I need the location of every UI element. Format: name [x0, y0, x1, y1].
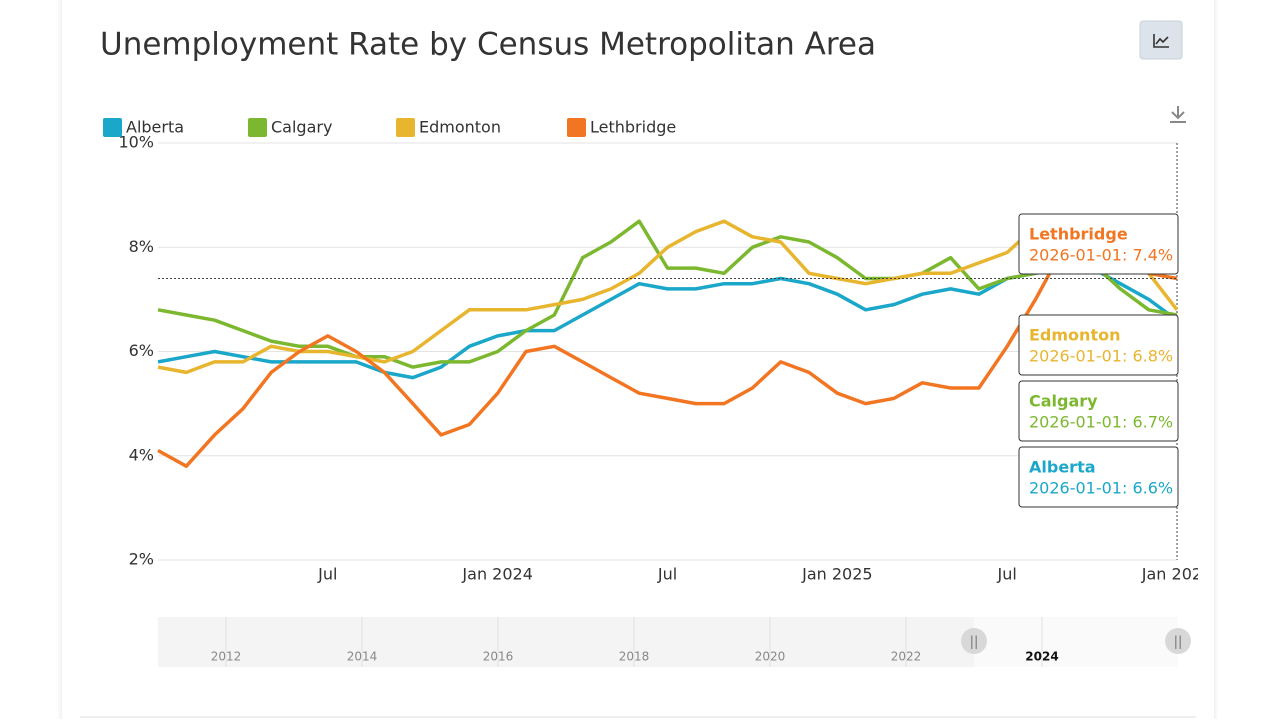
plot: 2% 4% 6% 8% 10% Jul Jan 2024 Jul Jan 2025 Jul Jan …: [118, 133, 1212, 584]
navigator-handle-grip: ||: [970, 635, 979, 650]
navigator-label: 2018: [619, 650, 650, 664]
y-tick-label: 4%: [129, 445, 154, 464]
legend-label: Alberta: [126, 118, 184, 137]
navigator-label: 2014: [347, 650, 378, 664]
tooltip-title: Lethbridge: [1029, 225, 1128, 244]
navigator-label: 2022: [891, 650, 922, 664]
legend-swatch: [248, 118, 267, 137]
legend-swatch: [567, 118, 586, 137]
legend-swatch: [396, 118, 415, 137]
x-tick-label: Jul: [997, 565, 1017, 584]
x-tick-label: Jan 2026: [1141, 565, 1212, 584]
tooltip-text: 2026-01-01: 7.4%: [1029, 246, 1173, 265]
tooltip-title: Edmonton: [1029, 326, 1120, 345]
tooltip-text: 2026-01-01: 6.7%: [1029, 413, 1173, 432]
series-line: [157, 235, 1178, 468]
navigator-handle[interactable]: [1165, 628, 1191, 654]
tooltip-title: Alberta: [1029, 458, 1096, 477]
tooltip-text: 2026-01-01: 6.6%: [1029, 479, 1173, 498]
tooltip-box: [1018, 380, 1179, 442]
navigator-label: 2024: [1025, 650, 1058, 664]
navigator-label: 2012: [211, 650, 242, 664]
legend-label: Lethbridge: [590, 118, 676, 137]
x-tick-label: Jan 2025: [801, 565, 872, 584]
legend-label: Edmonton: [419, 118, 501, 137]
download-button[interactable]: [1170, 106, 1186, 123]
tooltip-text: 2026-01-01: 6.8%: [1029, 347, 1173, 366]
navigator-handle-grip: ||: [1174, 635, 1183, 650]
x-tick-label: Jan 2024: [461, 565, 532, 584]
chart-title: Unemployment Rate by Census Metropolitan…: [100, 27, 876, 63]
y-tick-label: 10%: [118, 133, 154, 152]
tooltip-title: Calgary: [1029, 392, 1098, 411]
x-tick-label: Jul: [317, 565, 337, 584]
chart-type-button[interactable]: [1139, 20, 1183, 60]
navigator-axis: 2012 2014 2016 2018 2020 2022 2024: [211, 617, 1059, 667]
x-tick-label: Jul: [657, 565, 677, 584]
download-icon: [1171, 111, 1185, 120]
y-tick-label: 6%: [129, 341, 154, 360]
series-line: [157, 219, 1179, 375]
tooltip-box: [1018, 314, 1179, 376]
y-tick-label: 2%: [129, 550, 154, 569]
legend-swatch: [103, 118, 122, 137]
tooltip-box: [1018, 213, 1179, 275]
navigator-label: 2020: [755, 650, 786, 664]
button-icon: [1155, 36, 1169, 45]
navigator-label: 2016: [483, 650, 514, 664]
navigator-handle[interactable]: [961, 628, 987, 654]
y-tick-label: 8%: [129, 237, 154, 256]
button-icon: [1153, 34, 1169, 48]
navigator-selection: [974, 617, 1178, 667]
legend-label: Calgary: [271, 118, 332, 137]
tooltip-box: [1018, 446, 1179, 508]
